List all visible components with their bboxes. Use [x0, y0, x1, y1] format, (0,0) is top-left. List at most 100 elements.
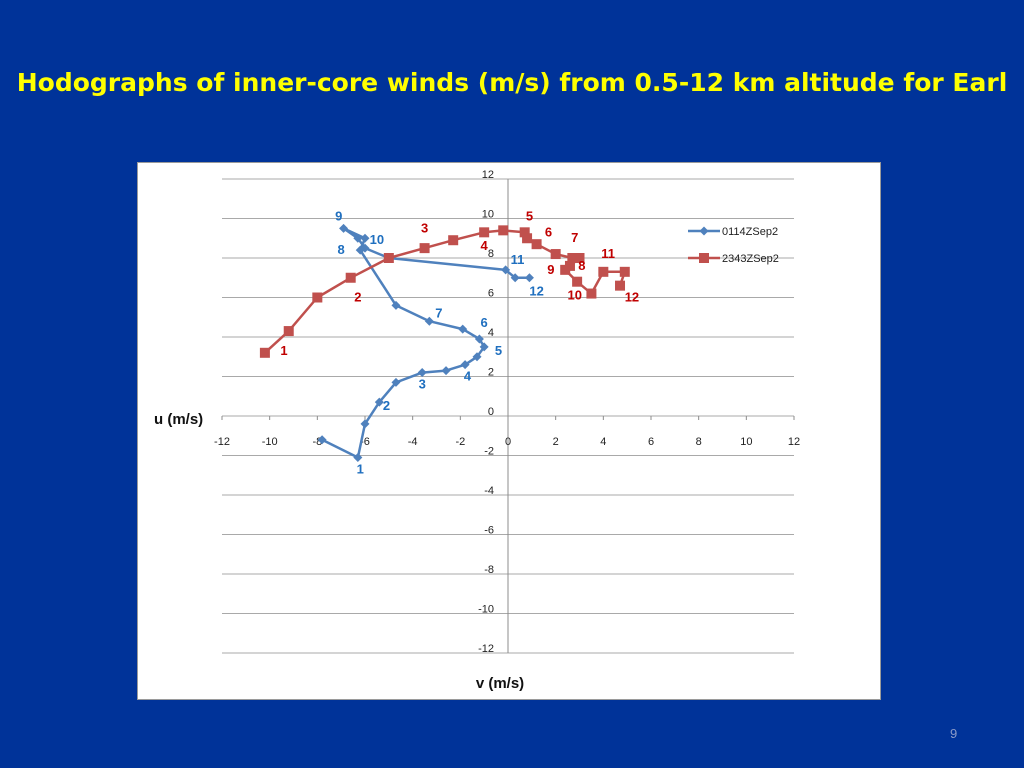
point-label: 12 — [529, 284, 543, 299]
data-point-diamond — [391, 300, 401, 310]
x-tick-label: 4 — [600, 436, 606, 448]
x-tick-label: -12 — [214, 436, 230, 448]
y-tick-label: 6 — [488, 288, 494, 300]
point-label: 10 — [567, 287, 581, 302]
data-point-diamond — [441, 366, 451, 376]
y-tick-label: -8 — [484, 564, 494, 576]
data-point-diamond — [458, 324, 468, 334]
y-tick-label: 0 — [488, 406, 494, 418]
data-point-diamond — [391, 377, 401, 387]
data-point-diamond — [353, 452, 363, 462]
data-point-square — [586, 288, 597, 299]
x-tick-label: -2 — [455, 436, 465, 448]
x-tick-label: 12 — [788, 436, 800, 448]
y-tick-label: 2 — [488, 367, 494, 379]
x-tick-label: 0 — [505, 436, 511, 448]
data-point-square — [615, 280, 626, 291]
point-label: 6 — [545, 224, 552, 239]
x-tick-label: 6 — [648, 436, 654, 448]
point-label: 5 — [495, 343, 502, 358]
data-point-diamond — [353, 233, 363, 243]
x-tick-label: -4 — [408, 436, 418, 448]
point-label: 10 — [370, 232, 384, 247]
data-point-square — [479, 227, 490, 238]
page-number: 9 — [950, 726, 958, 741]
x-axis-title: v (m/s) — [476, 675, 524, 692]
x-tick-label: 8 — [696, 436, 702, 448]
x-tick-label: -10 — [262, 436, 278, 448]
point-label: 9 — [335, 208, 342, 223]
point-label: 4 — [481, 238, 489, 253]
data-point-diamond — [424, 316, 434, 326]
point-label: 11 — [511, 252, 525, 267]
point-label: 12 — [625, 289, 639, 304]
slide-title: Hodographs of inner-core winds (m/s) fro… — [16, 68, 1008, 97]
point-label: 7 — [571, 230, 578, 245]
data-point-diamond — [510, 273, 520, 283]
x-tick-label: -8 — [312, 436, 322, 448]
data-point-diamond — [317, 435, 327, 445]
y-axis-title: u (m/s) — [154, 411, 203, 428]
y-tick-label: -10 — [478, 604, 494, 616]
data-point-square — [259, 347, 270, 358]
point-label: 1 — [357, 461, 364, 476]
data-point-square — [522, 233, 533, 244]
legend-marker-diamond — [699, 226, 709, 236]
data-point-square — [572, 276, 583, 287]
data-point-square — [531, 239, 542, 250]
data-point-diamond — [479, 342, 489, 352]
point-label: 8 — [578, 258, 585, 273]
point-label: 9 — [547, 262, 554, 277]
y-tick-label: -4 — [484, 485, 494, 497]
y-tick-label: 8 — [488, 248, 494, 260]
data-point-square — [560, 264, 571, 275]
data-point-diamond — [474, 334, 484, 344]
data-point-square — [383, 253, 394, 263]
y-tick-label: -12 — [478, 643, 494, 655]
data-point-square — [448, 235, 459, 246]
chart-area: 12 10 8 6 4 2 0 -2 -4 -6 -8 -10 -12 -12 -10 -8 -6 -4 -2 0 2 4… — [137, 162, 881, 700]
data-point-square — [574, 253, 585, 263]
legend-marker-square — [699, 253, 709, 263]
data-point-diamond — [460, 360, 470, 370]
data-point-square — [550, 249, 561, 260]
point-label: 4 — [464, 368, 472, 383]
data-point-diamond — [360, 233, 370, 243]
point-label: 2 — [354, 289, 361, 304]
data-point-diamond — [524, 273, 534, 283]
x-tick-label: 10 — [740, 436, 752, 448]
data-point-square — [419, 243, 430, 254]
data-point-square — [345, 272, 356, 283]
data-point-diamond — [417, 368, 427, 378]
data-point-square — [498, 225, 509, 236]
data-point-square — [598, 266, 609, 277]
data-point-diamond — [360, 419, 370, 429]
point-label: 2 — [383, 398, 390, 413]
x-tick-label: -6 — [360, 436, 370, 448]
point-label: 3 — [421, 220, 428, 235]
data-point-diamond — [472, 352, 482, 362]
data-point-square — [567, 253, 578, 263]
data-point-square — [519, 227, 530, 238]
point-label: 8 — [338, 242, 345, 257]
data-point-square — [283, 326, 294, 337]
point-label: 11 — [601, 246, 615, 261]
data-point-diamond — [501, 265, 511, 275]
point-label: 6 — [481, 315, 488, 330]
data-point-diamond — [339, 223, 349, 233]
legend-label: 0114ZSep2 — [722, 226, 778, 238]
data-point-square — [619, 266, 630, 277]
y-tick-label: 4 — [488, 327, 494, 339]
y-tick-label: 12 — [482, 169, 494, 181]
data-point-diamond — [360, 243, 370, 253]
point-label: 1 — [280, 343, 287, 358]
y-tick-label: 10 — [482, 209, 494, 221]
data-point-diamond — [374, 397, 384, 407]
point-label: 3 — [419, 376, 426, 391]
y-tick-label: -6 — [484, 525, 494, 537]
y-tick-label: -2 — [484, 446, 494, 458]
legend-label: 2343ZSep2 — [722, 253, 779, 265]
data-point-square — [312, 292, 323, 303]
point-label: 7 — [435, 305, 442, 320]
